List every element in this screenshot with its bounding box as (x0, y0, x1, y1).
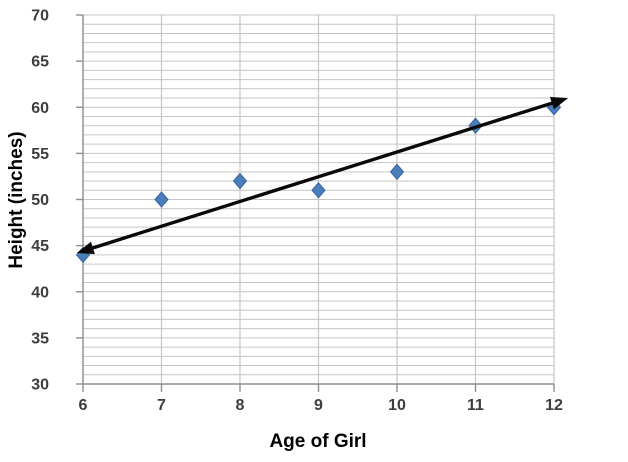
y-tick-label: 45 (31, 238, 49, 255)
y-tick-label: 30 (31, 377, 49, 394)
data-point-diamond (154, 191, 169, 208)
y-tick-label: 60 (31, 100, 49, 117)
y-tick-label: 35 (31, 330, 49, 347)
y-tick-label: 65 (31, 54, 49, 71)
y-tick-label: 40 (31, 284, 49, 301)
x-tick-label: 11 (467, 397, 484, 414)
x-tick-label: 9 (314, 397, 323, 414)
trend-arrowhead-left (76, 241, 95, 255)
x-tick-label: 8 (236, 397, 245, 414)
x-tick-label: 7 (157, 397, 166, 414)
trend-line (86, 99, 559, 252)
x-tick-label: 12 (545, 397, 563, 414)
x-tick-label: 10 (388, 397, 406, 414)
x-tick-label: 6 (79, 397, 88, 414)
y-axis-title: Height (inches) (6, 131, 27, 269)
trend-arrowhead-right (549, 96, 569, 110)
data-point-diamond (311, 182, 326, 199)
data-point-diamond (232, 172, 248, 190)
y-tick-label: 55 (31, 146, 49, 163)
y-tick-label: 70 (31, 8, 49, 25)
data-point-diamond (389, 163, 405, 181)
x-axis-title: Age of Girl (269, 431, 367, 452)
y-tick-label: 50 (31, 192, 49, 209)
